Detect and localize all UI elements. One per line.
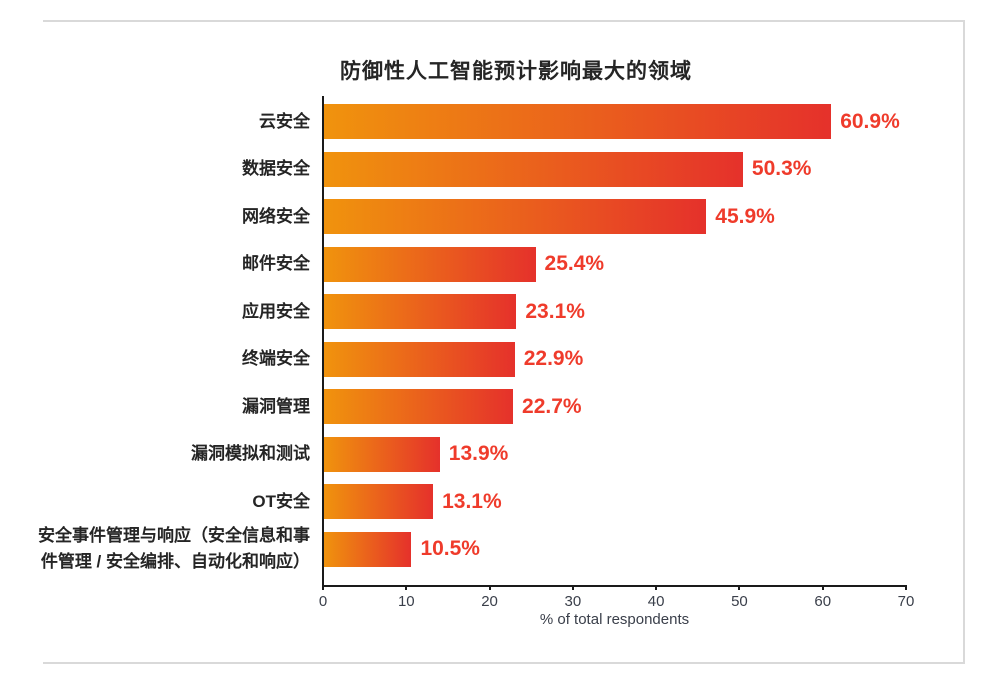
- value-label: 25.4%: [544, 252, 605, 275]
- bar-row: 安全事件管理与响应（安全信息和事件管理 / 安全编排、自动化和响应） 10.5%: [30, 526, 960, 571]
- x-tick-mark: [405, 585, 408, 590]
- bar: [324, 436, 440, 472]
- value-label: 45.9%: [715, 204, 775, 228]
- bar-row: 云安全 60.9%: [30, 104, 960, 139]
- x-tick-mark: [905, 585, 907, 590]
- value-label: 23.1%: [525, 299, 585, 323]
- x-tick-mark: [571, 585, 574, 590]
- category-label: 网络安全: [242, 206, 310, 226]
- bar-row: 漏洞模拟和测试 13.9%: [30, 436, 960, 472]
- category-label: OT安全: [252, 491, 310, 511]
- bar-row: 漏洞管理 22.7%: [30, 389, 960, 424]
- x-tick-mark: [821, 585, 824, 590]
- x-tick-label: 10: [397, 593, 415, 610]
- category-label: 终端安全: [242, 349, 310, 368]
- bar-row: 终端安全 22.9%: [30, 341, 960, 377]
- value-label: 13.1%: [442, 489, 502, 513]
- bar: [324, 151, 743, 187]
- x-tick-mark: [322, 585, 324, 590]
- x-axis-title: % of total respondents: [539, 611, 690, 628]
- bar: [324, 341, 515, 377]
- category-label: 安全事件管理与响应（安全信息和事件管理 / 安全编排、自动化和响应）: [38, 526, 310, 571]
- bar-row: 网络安全 45.9%: [30, 199, 960, 234]
- value-label: 13.9%: [448, 442, 509, 465]
- category-label: 漏洞管理: [242, 396, 310, 416]
- bar: [324, 246, 536, 282]
- bar: [324, 389, 514, 424]
- x-tick-label: 0: [318, 593, 328, 610]
- value-label: 22.7%: [522, 394, 582, 418]
- x-tick-mark: [655, 585, 658, 590]
- value-label: 22.9%: [523, 347, 584, 370]
- value-label: 60.9%: [840, 109, 900, 133]
- bar-row: 邮件安全 25.4%: [30, 246, 960, 282]
- x-tick-label: 30: [564, 593, 582, 610]
- x-tick-mark: [738, 585, 741, 590]
- bar-chart: 云安全 60.9% 数据安全 50.3% 网络安全 45.9% 邮件安全 25.4% 应用安全 2…: [30, 96, 960, 636]
- bar-row: 应用安全 23.1%: [30, 294, 960, 329]
- x-tick-mark: [488, 585, 491, 590]
- bar-row: 数据安全 50.3%: [30, 151, 960, 187]
- category-label: 云安全: [259, 111, 310, 131]
- bar: [324, 199, 707, 234]
- bar: [324, 104, 832, 139]
- x-tick-label: 40: [647, 593, 665, 610]
- value-label: 10.5%: [420, 537, 480, 560]
- x-tick-label: 60: [814, 593, 832, 610]
- category-label: 邮件安全: [242, 254, 310, 273]
- category-label: 应用安全: [242, 301, 310, 321]
- category-label: 数据安全: [242, 159, 310, 178]
- bar: [324, 531, 412, 567]
- plot-area: [322, 96, 907, 587]
- x-tick-label: 50: [731, 593, 748, 610]
- x-tick-label: 70: [897, 593, 915, 610]
- page-frame-border: [43, 20, 965, 664]
- bar-row: OT安全 13.1%: [30, 484, 960, 519]
- bar: [324, 484, 434, 519]
- bar: [324, 294, 517, 329]
- category-label: 漏洞模拟和测试: [191, 444, 310, 463]
- chart-title: 防御性人工智能预计影响最大的领域: [340, 60, 692, 83]
- value-label: 50.3%: [751, 157, 812, 180]
- x-tick-label: 20: [481, 593, 498, 610]
